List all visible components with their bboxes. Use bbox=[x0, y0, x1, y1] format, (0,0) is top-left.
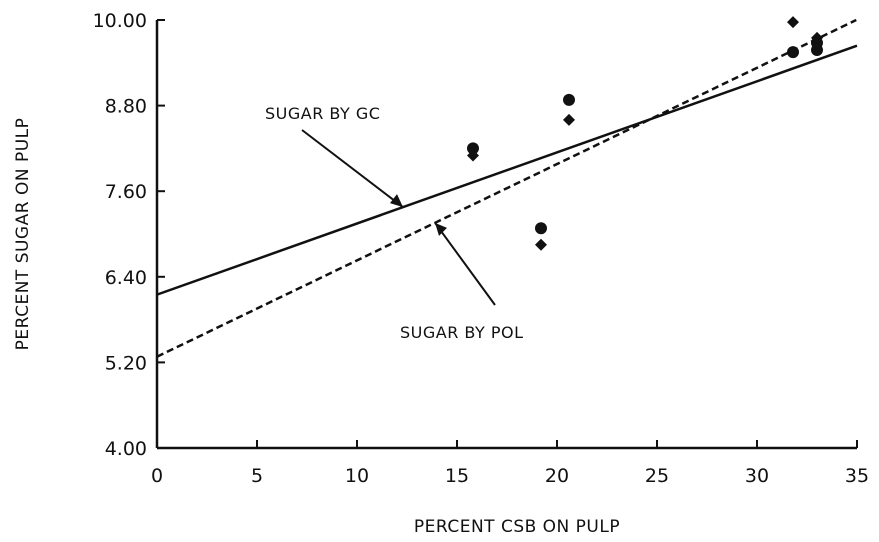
data-point-pol bbox=[467, 149, 479, 162]
annotation-arrowhead-pol bbox=[435, 222, 447, 236]
fit-lines bbox=[156, 18, 858, 358]
ticks: 0 5 10 15 20 25 30 35 4.00 5.20 6.40 7.60 8.80 10.00 bbox=[93, 10, 870, 487]
x-tick-label: 0 bbox=[151, 465, 163, 487]
x-tick-label: 10 bbox=[345, 465, 369, 487]
x-tick-label: 35 bbox=[845, 465, 869, 487]
data-points bbox=[467, 16, 823, 251]
x-tick-label: 25 bbox=[645, 465, 669, 487]
data-point-gc bbox=[563, 93, 575, 106]
y-axis-label: PERCENT SUGAR ON PULP bbox=[13, 118, 33, 351]
y-tick-label: 4.00 bbox=[105, 438, 147, 460]
axes bbox=[155, 20, 857, 450]
y-tick-label: 5.20 bbox=[105, 352, 147, 374]
data-point-pol bbox=[535, 238, 547, 251]
x-tick-label: 30 bbox=[745, 465, 769, 487]
annotation-label-pol: SUGAR BY POL bbox=[400, 323, 524, 342]
annotation-arrow-gc bbox=[301, 129, 404, 208]
y-tick-label: 6.40 bbox=[105, 267, 147, 289]
annotation-arrow-pol bbox=[434, 222, 496, 306]
annotations: SUGAR BY GC SUGAR BY POL bbox=[265, 104, 524, 342]
x-tick-label: 20 bbox=[545, 465, 569, 487]
y-tick-label: 10.00 bbox=[93, 10, 147, 32]
y-tick-label: 8.80 bbox=[105, 96, 147, 118]
annotation-label-gc: SUGAR BY GC bbox=[265, 104, 380, 123]
x-tick-label: 5 bbox=[251, 465, 263, 487]
data-point-pol bbox=[563, 113, 575, 126]
y-tick-label: 7.60 bbox=[105, 181, 147, 203]
data-point-gc bbox=[467, 142, 479, 155]
x-axis-label: PERCENT CSB ON PULP bbox=[414, 517, 620, 537]
data-point-pol bbox=[787, 46, 799, 59]
fit-line-gc bbox=[156, 44, 858, 296]
fit-line-pol bbox=[156, 18, 857, 358]
data-point-gc bbox=[535, 222, 547, 235]
data-point-pol bbox=[811, 31, 823, 44]
data-point-pol bbox=[787, 16, 799, 29]
annotation-arrowhead-gc bbox=[390, 194, 403, 208]
x-tick-label: 15 bbox=[445, 465, 469, 487]
